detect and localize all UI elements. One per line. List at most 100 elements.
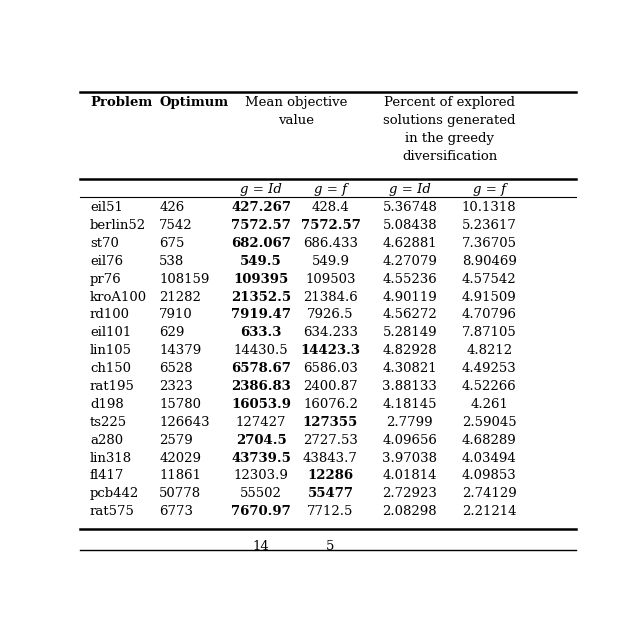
Text: Percent of explored
solutions generated
in the greedy
diversification: Percent of explored solutions generated … bbox=[383, 95, 516, 163]
Text: 4.55236: 4.55236 bbox=[383, 273, 437, 286]
Text: 4.57542: 4.57542 bbox=[462, 273, 516, 286]
Text: 549.5: 549.5 bbox=[240, 255, 282, 268]
Text: d198: d198 bbox=[90, 398, 124, 411]
Text: 12286: 12286 bbox=[307, 470, 353, 482]
Text: 7.87105: 7.87105 bbox=[462, 327, 516, 339]
Text: 21282: 21282 bbox=[159, 291, 201, 303]
Text: 2.08298: 2.08298 bbox=[383, 506, 437, 518]
Text: 4.91509: 4.91509 bbox=[462, 291, 516, 303]
Text: 16053.9: 16053.9 bbox=[231, 398, 291, 411]
Text: 21352.5: 21352.5 bbox=[231, 291, 291, 303]
Text: eil51: eil51 bbox=[90, 201, 123, 214]
Text: 427.267: 427.267 bbox=[231, 201, 291, 214]
Text: 108159: 108159 bbox=[159, 273, 210, 286]
Text: 6578.67: 6578.67 bbox=[231, 362, 291, 375]
Text: lin318: lin318 bbox=[90, 452, 132, 465]
Text: 42029: 42029 bbox=[159, 452, 202, 465]
Text: 8.90469: 8.90469 bbox=[462, 255, 516, 268]
Text: 109503: 109503 bbox=[305, 273, 356, 286]
Text: 4.90119: 4.90119 bbox=[383, 291, 437, 303]
Text: 4.27079: 4.27079 bbox=[383, 255, 437, 268]
Text: berlin52: berlin52 bbox=[90, 219, 146, 232]
Text: 426: 426 bbox=[159, 201, 184, 214]
Text: 3.97038: 3.97038 bbox=[382, 452, 437, 465]
Text: 6586.03: 6586.03 bbox=[303, 362, 358, 375]
Text: 7910: 7910 bbox=[159, 308, 193, 322]
Text: 55477: 55477 bbox=[307, 487, 353, 501]
Text: 127355: 127355 bbox=[303, 416, 358, 429]
Text: 14: 14 bbox=[253, 539, 269, 553]
Text: 5.28149: 5.28149 bbox=[383, 327, 437, 339]
Text: 12303.9: 12303.9 bbox=[234, 470, 289, 482]
Text: 4.18145: 4.18145 bbox=[383, 398, 437, 411]
Text: 43739.5: 43739.5 bbox=[231, 452, 291, 465]
Text: eil76: eil76 bbox=[90, 255, 123, 268]
Text: 4.56272: 4.56272 bbox=[383, 308, 437, 322]
Text: 4.70796: 4.70796 bbox=[461, 308, 516, 322]
Text: 5.08438: 5.08438 bbox=[383, 219, 437, 232]
Text: 2579: 2579 bbox=[159, 434, 193, 447]
Text: 2.21214: 2.21214 bbox=[462, 506, 516, 518]
Text: 3.88133: 3.88133 bbox=[383, 380, 437, 393]
Text: pr76: pr76 bbox=[90, 273, 122, 286]
Text: 4.09853: 4.09853 bbox=[462, 470, 516, 482]
Text: 43843.7: 43843.7 bbox=[303, 452, 358, 465]
Text: 4.49253: 4.49253 bbox=[462, 362, 516, 375]
Text: 2323: 2323 bbox=[159, 380, 193, 393]
Text: g = f: g = f bbox=[473, 183, 506, 196]
Text: 428.4: 428.4 bbox=[312, 201, 349, 214]
Text: lin105: lin105 bbox=[90, 344, 132, 357]
Text: 2386.83: 2386.83 bbox=[231, 380, 291, 393]
Text: pcb442: pcb442 bbox=[90, 487, 139, 501]
Text: 4.62881: 4.62881 bbox=[383, 237, 437, 250]
Text: g = Id: g = Id bbox=[240, 183, 282, 196]
Text: 4.82928: 4.82928 bbox=[383, 344, 437, 357]
Text: 2.74129: 2.74129 bbox=[462, 487, 516, 501]
Text: 4.01814: 4.01814 bbox=[383, 470, 437, 482]
Text: 16076.2: 16076.2 bbox=[303, 398, 358, 411]
Text: 14423.3: 14423.3 bbox=[301, 344, 360, 357]
Text: 549.9: 549.9 bbox=[312, 255, 349, 268]
Text: 682.067: 682.067 bbox=[231, 237, 291, 250]
Text: kroA100: kroA100 bbox=[90, 291, 147, 303]
Text: 127427: 127427 bbox=[236, 416, 286, 429]
Text: 4.52266: 4.52266 bbox=[462, 380, 516, 393]
Text: 2.72923: 2.72923 bbox=[383, 487, 437, 501]
Text: 7572.57: 7572.57 bbox=[301, 219, 360, 232]
Text: ch150: ch150 bbox=[90, 362, 131, 375]
Text: 15780: 15780 bbox=[159, 398, 202, 411]
Text: 4.03494: 4.03494 bbox=[462, 452, 516, 465]
Text: g = Id: g = Id bbox=[389, 183, 431, 196]
Text: 7919.47: 7919.47 bbox=[231, 308, 291, 322]
Text: 7712.5: 7712.5 bbox=[307, 506, 354, 518]
Text: a280: a280 bbox=[90, 434, 123, 447]
Text: Optimum: Optimum bbox=[159, 95, 228, 109]
Text: 126643: 126643 bbox=[159, 416, 210, 429]
Text: 5.36748: 5.36748 bbox=[383, 201, 437, 214]
Text: 21384.6: 21384.6 bbox=[303, 291, 358, 303]
Text: 2727.53: 2727.53 bbox=[303, 434, 358, 447]
Text: fl417: fl417 bbox=[90, 470, 124, 482]
Text: st70: st70 bbox=[90, 237, 119, 250]
Text: Mean objective
value: Mean objective value bbox=[244, 95, 347, 127]
Text: 2704.5: 2704.5 bbox=[236, 434, 287, 447]
Text: ts225: ts225 bbox=[90, 416, 127, 429]
Text: 7.36705: 7.36705 bbox=[461, 237, 516, 250]
Text: 10.1318: 10.1318 bbox=[462, 201, 516, 214]
Text: 4.68289: 4.68289 bbox=[462, 434, 516, 447]
Text: 109395: 109395 bbox=[234, 273, 289, 286]
Text: 4.8212: 4.8212 bbox=[466, 344, 512, 357]
Text: rd100: rd100 bbox=[90, 308, 130, 322]
Text: g = f: g = f bbox=[314, 183, 347, 196]
Text: 634.233: 634.233 bbox=[303, 327, 358, 339]
Text: 633.3: 633.3 bbox=[241, 327, 282, 339]
Text: 2400.87: 2400.87 bbox=[303, 380, 358, 393]
Text: 5.23617: 5.23617 bbox=[462, 219, 516, 232]
Text: 675: 675 bbox=[159, 237, 185, 250]
Text: 55502: 55502 bbox=[240, 487, 282, 501]
Text: 686.433: 686.433 bbox=[303, 237, 358, 250]
Text: 7572.57: 7572.57 bbox=[231, 219, 291, 232]
Text: Problem: Problem bbox=[90, 95, 152, 109]
Text: 5: 5 bbox=[326, 539, 335, 553]
Text: 14379: 14379 bbox=[159, 344, 202, 357]
